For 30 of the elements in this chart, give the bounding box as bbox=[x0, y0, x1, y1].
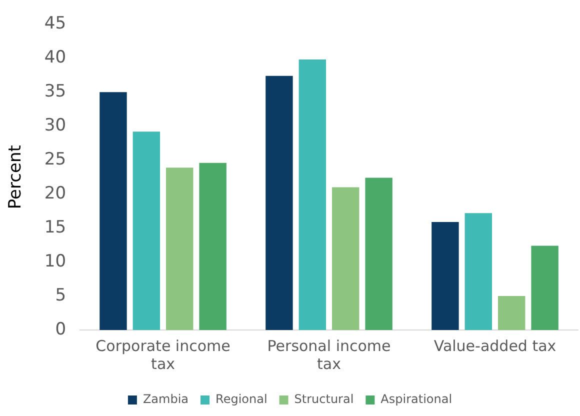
bar bbox=[166, 168, 194, 330]
y-tick-label: 30 bbox=[44, 116, 66, 136]
x-tick-label: Personal income tax bbox=[267, 336, 391, 373]
bar bbox=[199, 162, 226, 330]
y-tick-label: 0 bbox=[55, 319, 66, 340]
y-tick-label: 25 bbox=[44, 150, 66, 170]
bar bbox=[132, 132, 160, 330]
legend-label: Zambia bbox=[142, 392, 189, 406]
bar bbox=[332, 187, 360, 330]
y-tick-label: 15 bbox=[44, 217, 66, 238]
y-tick-label: 20 bbox=[44, 184, 66, 204]
legend-label: Structural bbox=[294, 392, 354, 406]
y-tick-label: 10 bbox=[44, 251, 66, 272]
y-tick-label: 5 bbox=[55, 285, 66, 306]
bar bbox=[498, 296, 526, 330]
bar bbox=[365, 178, 392, 330]
bar bbox=[266, 76, 293, 330]
x-tick-label: Value-added tax bbox=[434, 336, 556, 355]
x-tick-label: Corporate income tax bbox=[96, 336, 230, 373]
bar bbox=[464, 213, 492, 330]
legend-label: Aspirational bbox=[380, 392, 452, 406]
bar bbox=[298, 60, 326, 330]
y-axis-title: Percent bbox=[6, 144, 26, 210]
legend-label: Regional bbox=[216, 392, 268, 406]
y-tick-label: 40 bbox=[44, 48, 66, 68]
bar bbox=[100, 92, 127, 330]
bar bbox=[531, 246, 558, 330]
y-tick-label: 35 bbox=[44, 82, 66, 102]
y-tick-label: 45 bbox=[44, 14, 66, 34]
bar bbox=[432, 222, 459, 330]
